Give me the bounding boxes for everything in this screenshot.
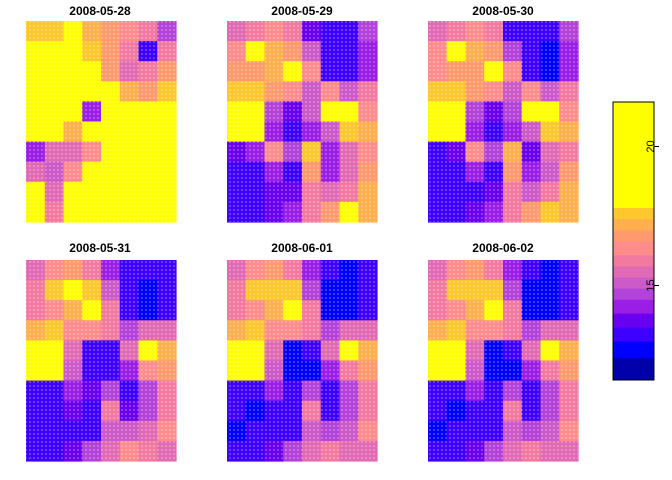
station-grid-overlay	[428, 21, 578, 222]
color-key-swatch	[613, 229, 654, 242]
panel-title-4: 2008-05-31	[69, 241, 131, 255]
heatmap-panel-2008-05-30	[428, 21, 579, 223]
color-key-tick-label: 15	[645, 279, 657, 291]
station-grid-overlay	[428, 260, 578, 461]
heatmap-panel-2008-06-02	[428, 260, 579, 462]
panel-title-6: 2008-06-02	[472, 241, 534, 255]
color-key-swatch	[613, 254, 654, 267]
station-grid-overlay	[227, 260, 377, 461]
panel-title-3: 2008-05-30	[472, 4, 534, 18]
color-key	[612, 101, 655, 381]
color-key-tick-label: 20	[645, 140, 657, 152]
color-key-swatch	[613, 241, 654, 256]
heatmap-panel-2008-06-01	[227, 260, 378, 462]
color-key-swatch	[613, 357, 654, 381]
color-key-swatch	[613, 299, 654, 314]
color-key-swatch	[613, 102, 654, 209]
heatmap-panel-2008-05-31	[26, 260, 177, 462]
station-grid-overlay	[26, 21, 176, 222]
station-grid-overlay	[26, 260, 176, 461]
color-key-swatch	[613, 207, 654, 220]
color-key-swatch	[613, 341, 654, 359]
heatmap-panel-2008-05-29	[227, 21, 378, 223]
panel-title-5: 2008-06-01	[271, 241, 333, 255]
panel-title-2: 2008-05-29	[271, 4, 333, 18]
color-key-swatch	[613, 266, 654, 278]
color-key-swatch	[613, 288, 654, 300]
color-key-swatch	[613, 277, 654, 289]
station-grid-overlay	[227, 21, 377, 222]
color-key-swatch	[613, 313, 654, 328]
color-key-border	[612, 101, 655, 381]
color-key-axis: 15 20	[645, 140, 659, 292]
heatmap-panel-2008-05-28	[26, 21, 177, 223]
color-key-swatch	[613, 218, 654, 231]
panel-title-1: 2008-05-28	[69, 4, 131, 18]
color-key-swatch	[613, 327, 654, 342]
